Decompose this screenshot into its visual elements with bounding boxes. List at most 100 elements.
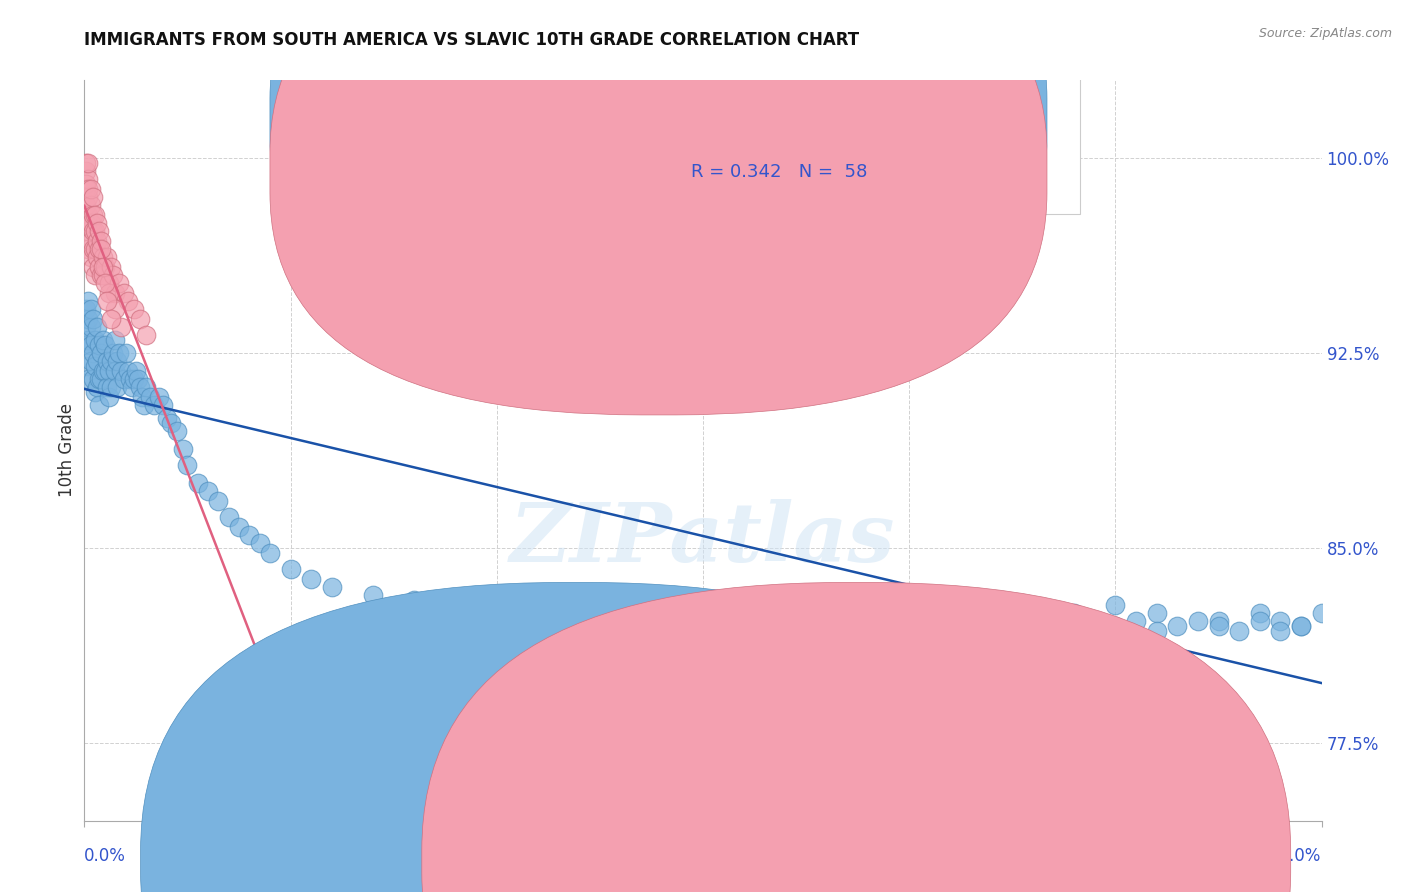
Point	[86, 320, 108, 334]
Point	[1208, 614, 1230, 628]
Point	[299, 572, 322, 586]
Point	[79, 235, 101, 249]
Point	[91, 333, 114, 347]
Point	[105, 380, 128, 394]
Point	[856, 606, 879, 620]
Point	[77, 294, 100, 309]
Point	[83, 242, 105, 256]
Point	[90, 268, 112, 282]
Text: R = 0.014   N = 107: R = 0.014 N = 107	[690, 110, 872, 128]
Point	[1125, 614, 1147, 628]
Point	[898, 598, 921, 612]
Text: IMMIGRANTS FROM SOUTH AMERICA VS SLAVIC 10TH GRADE CORRELATION CHART: IMMIGRANTS FROM SOUTH AMERICA VS SLAVIC …	[84, 31, 859, 49]
Point	[75, 177, 97, 191]
Point	[77, 190, 100, 204]
Point	[1270, 614, 1292, 628]
Point	[96, 250, 118, 264]
Point	[94, 364, 117, 378]
Point	[96, 380, 118, 394]
Point	[91, 268, 114, 282]
Point	[86, 235, 108, 249]
Point	[160, 416, 183, 430]
Point	[75, 182, 97, 196]
Point	[129, 380, 152, 394]
Point	[1310, 606, 1333, 620]
Point	[114, 346, 136, 360]
Point	[444, 598, 467, 612]
Point	[125, 364, 148, 378]
Point	[100, 354, 122, 368]
Point	[83, 333, 105, 347]
Point	[651, 624, 673, 638]
Point	[79, 354, 101, 368]
Point	[1249, 614, 1271, 628]
Point	[485, 606, 508, 620]
FancyBboxPatch shape	[270, 0, 1047, 361]
Point	[100, 312, 122, 326]
Point	[86, 354, 108, 368]
Point	[79, 301, 101, 316]
Point	[187, 475, 209, 490]
Point	[1249, 606, 1271, 620]
Point	[90, 235, 112, 249]
Point	[94, 260, 117, 275]
Point	[105, 354, 128, 368]
Text: ZIPatlas: ZIPatlas	[510, 500, 896, 579]
Point	[110, 364, 132, 378]
Point	[83, 224, 105, 238]
Point	[129, 312, 152, 326]
Point	[82, 260, 104, 275]
Point	[527, 614, 550, 628]
Point	[83, 208, 105, 222]
Point	[103, 268, 125, 282]
Point	[79, 216, 101, 230]
Point	[249, 535, 271, 549]
Point	[166, 424, 188, 438]
Point	[98, 390, 121, 404]
Point	[82, 312, 104, 326]
Point	[794, 614, 817, 628]
Point	[110, 320, 132, 334]
Point	[77, 242, 100, 256]
Point	[152, 398, 174, 412]
Point	[100, 380, 122, 394]
Point	[122, 301, 145, 316]
Point	[94, 276, 117, 290]
Point	[104, 364, 127, 378]
Point	[112, 286, 135, 301]
Point	[83, 359, 105, 373]
Point	[589, 619, 612, 633]
Point	[197, 483, 219, 498]
Point	[96, 354, 118, 368]
Point	[228, 520, 250, 534]
Point	[1104, 598, 1126, 612]
Point	[83, 268, 105, 282]
Text: 60.0%: 60.0%	[1270, 847, 1322, 865]
Point	[96, 294, 118, 309]
Point	[134, 398, 156, 412]
Point	[75, 156, 97, 170]
Point	[100, 260, 122, 275]
Point	[87, 372, 110, 386]
Point	[75, 338, 97, 352]
Point	[143, 398, 166, 412]
Point	[90, 242, 112, 256]
FancyBboxPatch shape	[270, 0, 1047, 415]
Point	[77, 182, 100, 196]
Point	[98, 364, 121, 378]
Point	[91, 364, 114, 378]
Point	[75, 198, 97, 212]
Point	[87, 224, 110, 238]
Point	[108, 276, 131, 290]
Point	[117, 364, 139, 378]
Point	[1270, 624, 1292, 638]
Point	[176, 458, 198, 472]
Point	[131, 390, 153, 404]
Point	[104, 333, 127, 347]
Point	[79, 182, 101, 196]
Point	[75, 164, 97, 178]
Point	[79, 250, 101, 264]
Point	[77, 312, 100, 326]
Text: Slavs: Slavs	[880, 854, 921, 869]
Point	[82, 224, 104, 238]
